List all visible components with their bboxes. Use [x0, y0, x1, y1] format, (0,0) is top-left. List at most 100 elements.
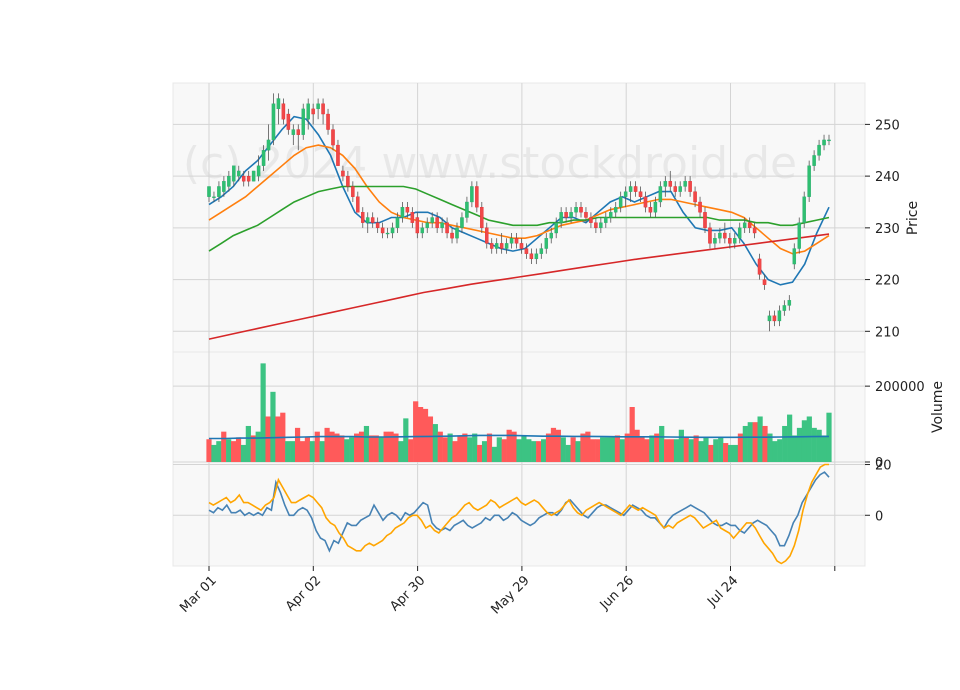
- candle-body: [772, 315, 777, 322]
- moving-average-line: [208, 115, 830, 286]
- candle-body: [569, 212, 573, 218]
- moving-average-line: [208, 185, 830, 252]
- volume-bar: [299, 441, 306, 462]
- oscillator-line: [208, 471, 830, 553]
- candle-body: [797, 222, 801, 249]
- candle-body: [331, 129, 335, 146]
- volume-bar: [806, 416, 812, 462]
- candle-body: [241, 175, 246, 182]
- volume-bar: [290, 441, 296, 462]
- volume-bar: [393, 433, 399, 462]
- candle-body: [246, 175, 251, 182]
- candle-body: [375, 222, 380, 228]
- candle-body: [713, 238, 717, 244]
- volume-bar: [742, 425, 748, 462]
- volume-bar: [604, 437, 611, 462]
- volume-bar: [477, 444, 483, 462]
- volume-bar: [472, 433, 478, 462]
- volume-bar: [408, 439, 414, 462]
- volume-bar: [777, 439, 783, 462]
- volume-bar: [708, 444, 714, 462]
- volume-bar: [644, 439, 650, 462]
- candle-body: [470, 186, 474, 203]
- candle-body: [222, 181, 226, 192]
- volume-bar: [501, 439, 507, 462]
- volume-bar: [491, 446, 497, 462]
- volume-bar: [826, 412, 832, 462]
- volume-bar: [664, 439, 670, 462]
- candle-body: [281, 103, 286, 120]
- candle-body: [693, 191, 697, 203]
- candle-body: [460, 217, 464, 228]
- candle-body: [658, 186, 663, 203]
- candle-body: [311, 108, 315, 115]
- candle-body: [256, 165, 261, 177]
- volume-bar: [250, 435, 256, 462]
- volume-bar: [417, 407, 424, 462]
- volume-bar: [811, 427, 817, 462]
- candle-body: [435, 217, 439, 228]
- candle-body: [708, 227, 712, 244]
- candle-body: [251, 170, 256, 182]
- candle-body: [370, 217, 375, 223]
- volume-bar: [314, 431, 320, 462]
- volume-bar: [334, 433, 340, 462]
- candle-body: [733, 238, 737, 244]
- price-tick-label: 220: [875, 274, 900, 289]
- volume-bar: [634, 429, 640, 462]
- volume-bar: [757, 416, 763, 462]
- candle-body: [638, 191, 643, 197]
- volume-bar: [595, 439, 601, 462]
- candle-body: [782, 305, 787, 311]
- volume-bar: [265, 416, 271, 462]
- candle-body: [494, 243, 499, 249]
- candle-body: [827, 139, 831, 142]
- volume-bar: [216, 441, 222, 462]
- candle-body: [609, 212, 613, 218]
- candle-body: [524, 248, 529, 254]
- candle-body: [643, 196, 648, 208]
- volume-bar: [688, 439, 694, 462]
- volume-bar: [609, 437, 616, 462]
- candle-body: [207, 186, 211, 197]
- volume-bar: [565, 444, 571, 462]
- candle-body: [217, 186, 221, 197]
- candle-body: [579, 207, 583, 213]
- volume-bar: [354, 433, 360, 462]
- volume-bar: [521, 435, 527, 462]
- volume-bar: [221, 431, 227, 462]
- volume-bar: [747, 422, 753, 462]
- oscillator-line: [208, 463, 829, 565]
- volume-bar: [363, 425, 370, 462]
- oscillator-tick-label: 20: [875, 459, 892, 474]
- candle-body: [559, 212, 563, 223]
- candle-body: [544, 238, 549, 249]
- candle-body: [747, 222, 752, 228]
- candle-body: [380, 227, 385, 234]
- candle-body: [485, 227, 489, 244]
- candle-body: [455, 227, 459, 239]
- volume-bar: [718, 437, 724, 462]
- candle-body: [787, 300, 792, 306]
- volume-bar: [235, 437, 242, 462]
- volume-bar: [560, 437, 566, 462]
- candle-body: [232, 165, 236, 182]
- volume-bar: [403, 418, 409, 462]
- volume-bar: [555, 429, 561, 462]
- candle-body: [316, 103, 320, 110]
- x-tick-label: May 29: [488, 573, 532, 617]
- volume-bar: [511, 431, 517, 462]
- x-tick-label: Jun 26: [597, 573, 637, 613]
- volume-bar: [698, 441, 704, 462]
- volume-bar: [575, 441, 581, 462]
- candle-body: [723, 232, 727, 239]
- volume-bar: [668, 439, 675, 462]
- candle-body: [266, 139, 271, 151]
- candle-body: [395, 217, 400, 228]
- volume-bar: [486, 433, 493, 462]
- price-tick-label: 230: [875, 222, 900, 237]
- candle-body: [678, 186, 682, 192]
- candle-body: [802, 196, 806, 223]
- candle-body: [752, 227, 757, 234]
